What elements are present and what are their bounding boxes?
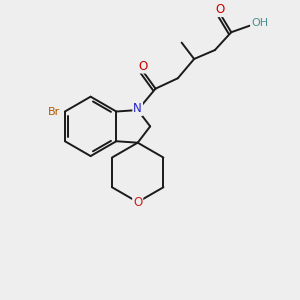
- Text: O: O: [133, 196, 142, 208]
- Text: O: O: [138, 60, 148, 73]
- Text: OH: OH: [251, 18, 268, 28]
- Text: O: O: [216, 3, 225, 16]
- Text: Br: Br: [48, 106, 60, 116]
- Text: N: N: [133, 102, 142, 115]
